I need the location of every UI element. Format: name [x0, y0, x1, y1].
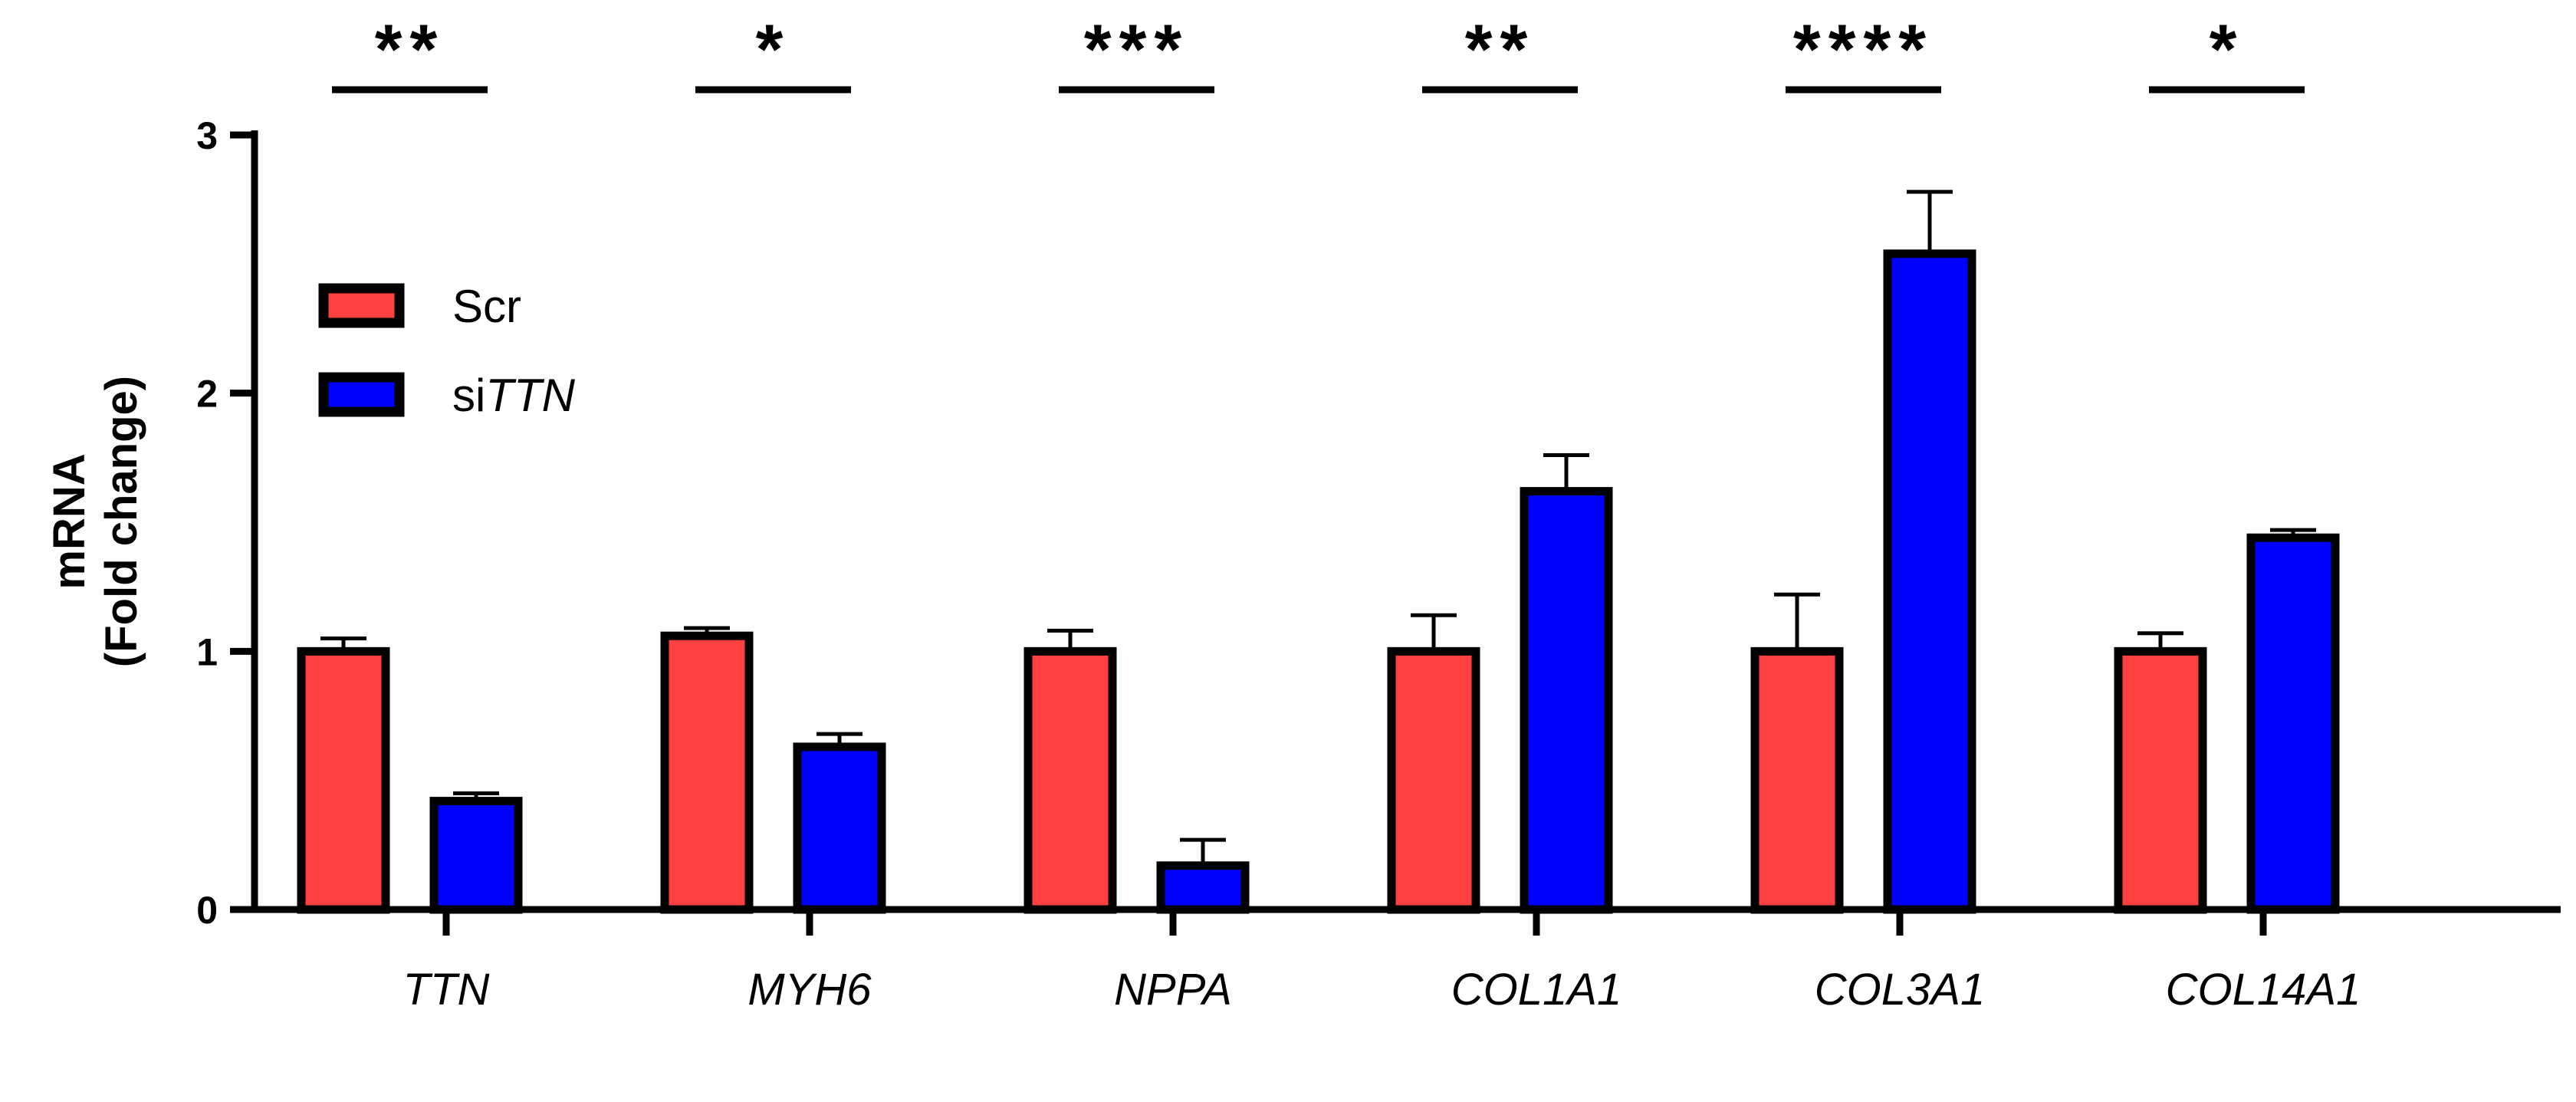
bar — [660, 631, 754, 914]
bar — [793, 742, 886, 914]
y-tick-label: 2 — [196, 373, 218, 416]
legend-swatch-sittn — [318, 372, 405, 417]
significance-stars: * — [756, 11, 791, 89]
error-bars — [320, 189, 2316, 866]
bars — [297, 249, 2340, 914]
x-tick-labels: TTN MYH6 NPPA COL1A1 COL3A1 COL14A1 — [403, 965, 2361, 1015]
y-tick-label: 1 — [196, 630, 218, 673]
y-axis-label-line2: (Fold change) — [97, 376, 146, 667]
bar — [1387, 646, 1480, 914]
bar — [1156, 861, 1250, 914]
bar — [1750, 646, 1844, 914]
x-tick-label: TTN — [403, 965, 490, 1015]
x-tick-label: MYH6 — [748, 965, 872, 1015]
bar — [1024, 646, 1117, 914]
significance-stars: *** — [1084, 11, 1189, 89]
bar — [1520, 487, 1613, 914]
legend: Scr siTTN — [318, 281, 576, 421]
y-axis-label: mRNA (Fold change) — [44, 376, 146, 667]
y-tick-label: 0 — [196, 889, 218, 932]
significance-stars: ** — [375, 11, 445, 89]
bar — [1883, 249, 1976, 914]
significance-markers: ** * *** ** **** * — [332, 11, 2305, 94]
bar — [297, 646, 390, 914]
y-tick-label: 3 — [196, 114, 218, 157]
x-tick-label: COL3A1 — [1815, 965, 1985, 1015]
legend-swatch-scr — [318, 283, 405, 328]
x-tick-label: COL14A1 — [2166, 965, 2361, 1015]
legend-label-scr: Scr — [452, 281, 521, 332]
x-tick-label: NPPA — [1114, 965, 1232, 1015]
bar — [2114, 646, 2207, 914]
x-tick-label: COL1A1 — [1451, 965, 1622, 1015]
legend-label-sittn: siTTN — [452, 370, 576, 421]
significance-stars: ** — [1465, 11, 1536, 89]
significance-stars: * — [2210, 11, 2245, 89]
bar — [429, 797, 523, 914]
y-tick-labels: 0 1 2 3 — [196, 114, 218, 932]
significance-stars: **** — [1793, 11, 1934, 89]
bar — [2246, 533, 2340, 914]
y-axis-label-line1: mRNA — [44, 453, 94, 589]
